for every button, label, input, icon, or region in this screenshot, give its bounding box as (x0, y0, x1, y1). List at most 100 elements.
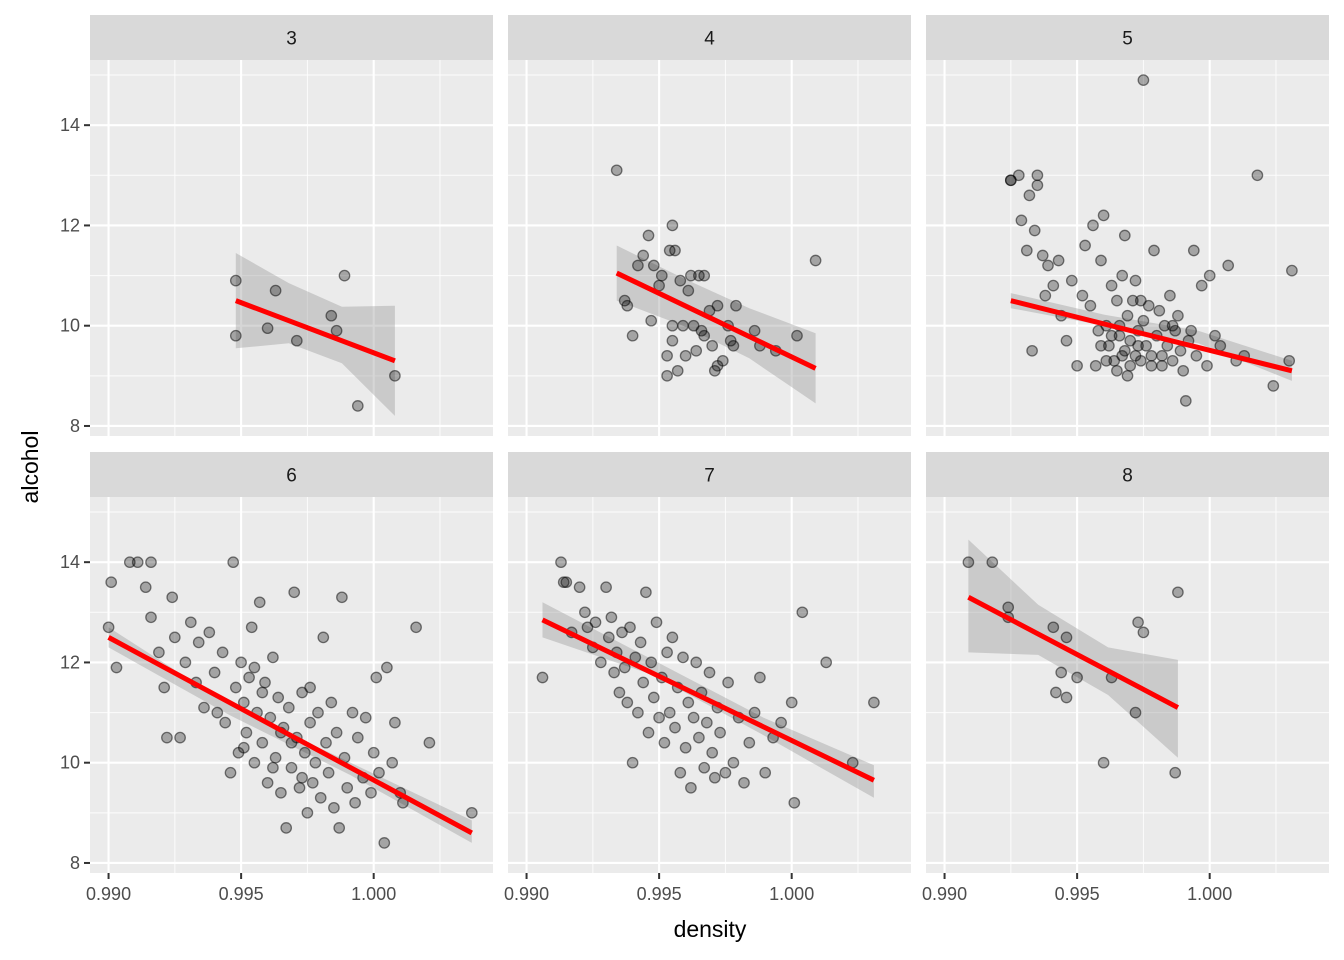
x-tick-label: 0.990 (504, 884, 549, 904)
data-point (1031, 179, 1044, 192)
data-point (1052, 254, 1065, 267)
data-point (677, 319, 689, 332)
data-point (1267, 380, 1280, 392)
data-point (325, 696, 338, 709)
x-tick-label: 0.990 (86, 884, 131, 904)
data-point (312, 706, 324, 719)
data-point (158, 681, 171, 694)
data-point (317, 631, 330, 644)
data-point (1055, 666, 1068, 679)
data-point (314, 791, 327, 804)
data-point (1060, 691, 1073, 704)
data-point (791, 329, 803, 342)
data-point (269, 751, 282, 764)
data-point (1134, 294, 1147, 307)
data-point (1179, 395, 1192, 407)
data-point (293, 781, 306, 794)
data-point (145, 556, 157, 569)
data-point (700, 716, 713, 729)
confidence-band (968, 539, 1178, 758)
y-tick-label: 14 (60, 115, 80, 135)
data-point (1169, 766, 1182, 779)
data-point (290, 334, 303, 347)
data-point (962, 556, 975, 569)
data-point (272, 691, 285, 704)
data-point (634, 636, 647, 649)
data-point (184, 616, 197, 629)
data-point (174, 731, 186, 744)
data-point (589, 616, 602, 629)
data-point (727, 756, 740, 769)
data-point (640, 586, 652, 599)
data-point (1137, 626, 1150, 639)
data-point (1185, 324, 1197, 337)
data-point (192, 636, 205, 649)
data-point (555, 556, 567, 569)
data-point (1148, 244, 1160, 257)
data-point (1172, 586, 1184, 599)
data-point (359, 711, 372, 724)
data-point (703, 666, 716, 679)
data-point (245, 621, 258, 634)
data-point (1097, 756, 1110, 769)
data-point (275, 786, 287, 799)
data-point (338, 269, 351, 282)
data-point (341, 781, 354, 794)
data-point (1209, 329, 1221, 342)
panel-background (926, 60, 1329, 436)
y-tick-label: 8 (70, 416, 80, 436)
data-point (661, 349, 673, 362)
data-point (682, 284, 695, 297)
data-point (1251, 169, 1264, 182)
data-point (1084, 299, 1097, 312)
confidence-band (235, 253, 395, 416)
data-point (647, 691, 660, 704)
data-point (208, 666, 221, 679)
data-point (655, 269, 668, 282)
data-point (1283, 354, 1296, 367)
data-point (346, 706, 359, 719)
data-point (301, 806, 314, 819)
data-point (1047, 621, 1060, 634)
data-point (1177, 364, 1190, 377)
data-point (679, 349, 692, 362)
data-point (179, 656, 192, 669)
data-point (1028, 224, 1041, 237)
data-point (105, 576, 118, 589)
data-point (663, 706, 676, 719)
data-point (1071, 671, 1083, 684)
data-point (110, 661, 123, 674)
data-point (719, 766, 732, 779)
data-point (373, 766, 385, 779)
y-axis-title: alcohol (17, 431, 43, 504)
data-point (288, 586, 301, 599)
data-point (1111, 294, 1123, 307)
data-point (1201, 359, 1213, 372)
data-point (674, 766, 687, 779)
data-point (698, 761, 711, 774)
data-point (367, 746, 380, 759)
data-point (1164, 289, 1176, 302)
data-point (282, 701, 295, 714)
y-tick-label: 12 (60, 652, 80, 672)
data-point (351, 731, 364, 744)
data-point (333, 822, 346, 834)
data-point (229, 681, 242, 694)
data-point (248, 661, 261, 674)
data-point (259, 676, 271, 689)
data-point (229, 274, 242, 287)
data-point (1145, 349, 1158, 362)
data-point (605, 611, 618, 624)
data-point (304, 681, 316, 694)
data-point (269, 284, 282, 297)
data-point (650, 616, 663, 629)
data-point (1121, 309, 1134, 322)
data-point (645, 314, 658, 327)
data-point (632, 706, 644, 719)
data-point (267, 761, 279, 774)
data-point (1166, 354, 1179, 367)
data-point (123, 556, 136, 569)
data-point (378, 837, 391, 849)
data-point (748, 324, 761, 337)
data-point (573, 581, 586, 594)
